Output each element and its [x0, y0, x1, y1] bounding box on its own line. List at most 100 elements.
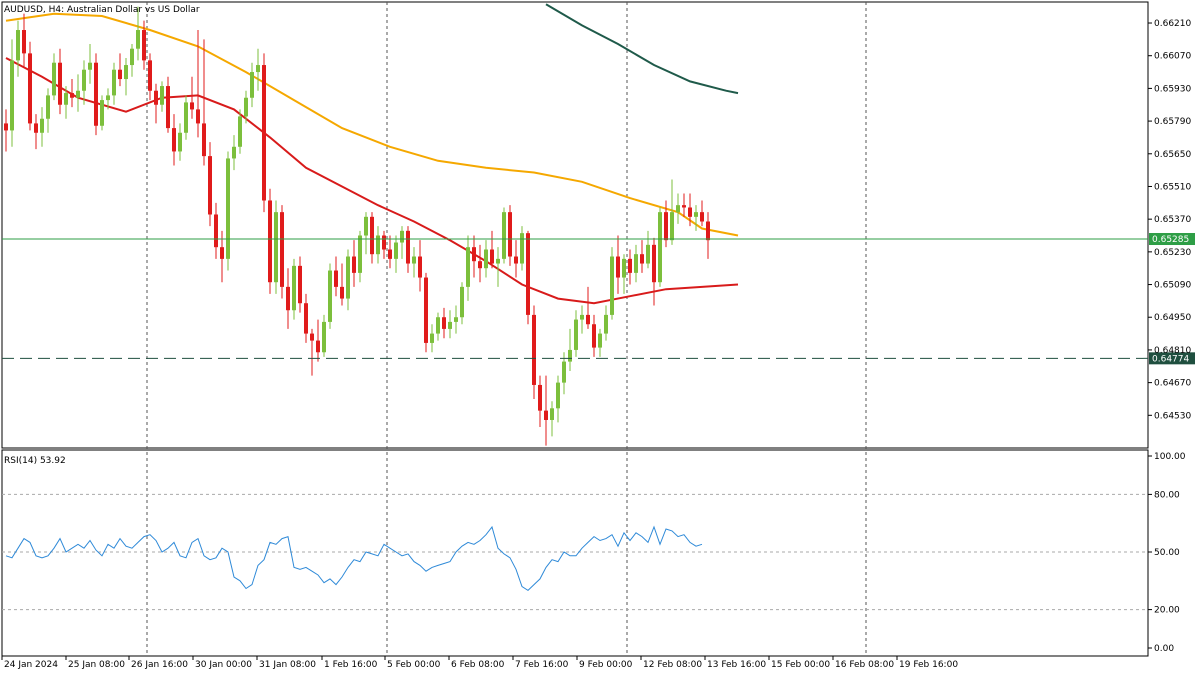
- candle-bear: [388, 249, 392, 259]
- candle-bull: [244, 97, 248, 117]
- rsi-y-tick-label: 0.00: [1154, 644, 1174, 654]
- candle-bull: [238, 116, 242, 147]
- candle-bull: [622, 258, 626, 278]
- candle-bull: [454, 317, 458, 322]
- candle-bull: [256, 65, 260, 73]
- support-level-label: 0.64774: [1152, 354, 1189, 364]
- candle-bear: [214, 214, 218, 248]
- x-tick-label: 31 Jan 08:00: [259, 660, 316, 670]
- candles: [4, 6, 710, 446]
- candle-bear: [352, 256, 356, 273]
- candle-bull: [484, 249, 488, 269]
- candle-bull: [466, 247, 470, 287]
- x-tick-label: 16 Feb 08:00: [835, 660, 894, 670]
- candle-bear: [472, 247, 476, 262]
- candle-bear: [22, 30, 26, 54]
- candle-bear: [94, 62, 98, 126]
- x-tick-label: 12 Feb 08:00: [643, 660, 702, 670]
- axes: 0.66210 0.66070 0.65930 0.65790 0.65650 0.655…: [1, 19, 1191, 670]
- candle-bear: [304, 303, 308, 334]
- candle-bull: [184, 102, 188, 133]
- candle-bull: [604, 314, 608, 334]
- candle-bull: [130, 48, 134, 66]
- candle-bear: [268, 200, 272, 283]
- rsi-y-tick-label: 20.00: [1154, 606, 1180, 616]
- candle-bull: [610, 256, 614, 315]
- candle-bull: [556, 382, 560, 409]
- candle-bear: [424, 277, 428, 343]
- support-level-tag: [1149, 352, 1195, 365]
- candle-bull: [226, 158, 230, 259]
- candle-bear: [262, 65, 266, 201]
- candle-bull: [394, 242, 398, 259]
- candle-bull: [412, 256, 416, 264]
- candle-bear: [202, 123, 206, 157]
- candle-bull: [100, 100, 104, 126]
- candle-bull: [46, 95, 50, 119]
- candle-bear: [28, 53, 32, 124]
- candle-bear: [286, 286, 290, 311]
- y-tick-label: 0.66070: [1154, 52, 1191, 62]
- ma-mid-line: [5, 57, 739, 305]
- y-tick-label: 0.65650: [1154, 150, 1191, 160]
- candle-bear: [340, 286, 344, 299]
- y-tick-label: 0.64810: [1154, 346, 1191, 356]
- candle-bear: [334, 270, 338, 287]
- candle-bear: [640, 254, 644, 264]
- rsi-line: [5, 525, 703, 592]
- x-tick-label: 7 Feb 16:00: [515, 660, 569, 670]
- candle-bear: [280, 212, 284, 287]
- candle-bull: [346, 256, 350, 299]
- candle-bull: [10, 60, 14, 131]
- candle-bear: [586, 314, 590, 325]
- candle-bear: [478, 261, 482, 269]
- candle-bear: [490, 249, 494, 264]
- candle-bear: [508, 212, 512, 257]
- candle-bull: [364, 216, 368, 236]
- candle-bull: [562, 361, 566, 383]
- candle-bull: [106, 95, 110, 101]
- candle-bear: [370, 216, 374, 255]
- candle-bull: [658, 212, 662, 283]
- candle-bull: [550, 408, 554, 420]
- x-tick-label: 25 Jan 08:00: [68, 660, 125, 670]
- candle-bear: [652, 244, 656, 283]
- candle-bull: [646, 244, 650, 264]
- candle-bear: [532, 314, 536, 385]
- candle-bull: [52, 62, 56, 96]
- candle-bear: [316, 340, 320, 353]
- candle-bull: [178, 132, 182, 152]
- y-tick-label: 0.64950: [1154, 313, 1191, 323]
- candle-bear: [118, 69, 122, 80]
- current-price-tag: [1149, 233, 1195, 246]
- candle-bull: [520, 233, 524, 264]
- y-tick-label: 0.64530: [1154, 411, 1191, 421]
- ma-slow-line: [545, 3, 739, 95]
- candle-bear: [700, 212, 704, 222]
- candle-bear: [418, 256, 422, 278]
- y-tick-label: 0.65790: [1154, 117, 1191, 127]
- moving-averages: [5, 3, 739, 305]
- grid-lines: [1, 1, 1149, 657]
- candle-bull: [40, 118, 44, 133]
- rsi-pane-frame: [1, 449, 1149, 657]
- candle-bear: [706, 221, 710, 241]
- y-tick-label: 0.65230: [1154, 248, 1191, 258]
- candle-bull: [676, 205, 680, 213]
- candle-bull: [16, 30, 20, 61]
- y-tick-label: 0.65090: [1154, 281, 1191, 291]
- candle-bear: [592, 324, 596, 348]
- candle-bull: [160, 86, 164, 105]
- candle-bear: [58, 62, 62, 105]
- candle-bull: [274, 212, 278, 283]
- candle-bull: [76, 90, 80, 98]
- x-tick-label: 19 Feb 16:00: [899, 660, 958, 670]
- candle-bull: [376, 235, 380, 255]
- candle-bull: [232, 146, 236, 159]
- candle-bull: [460, 286, 464, 318]
- candle-bear: [382, 235, 386, 250]
- candle-bull: [250, 72, 254, 98]
- candle-bear: [682, 205, 686, 208]
- candle-bull: [322, 321, 326, 353]
